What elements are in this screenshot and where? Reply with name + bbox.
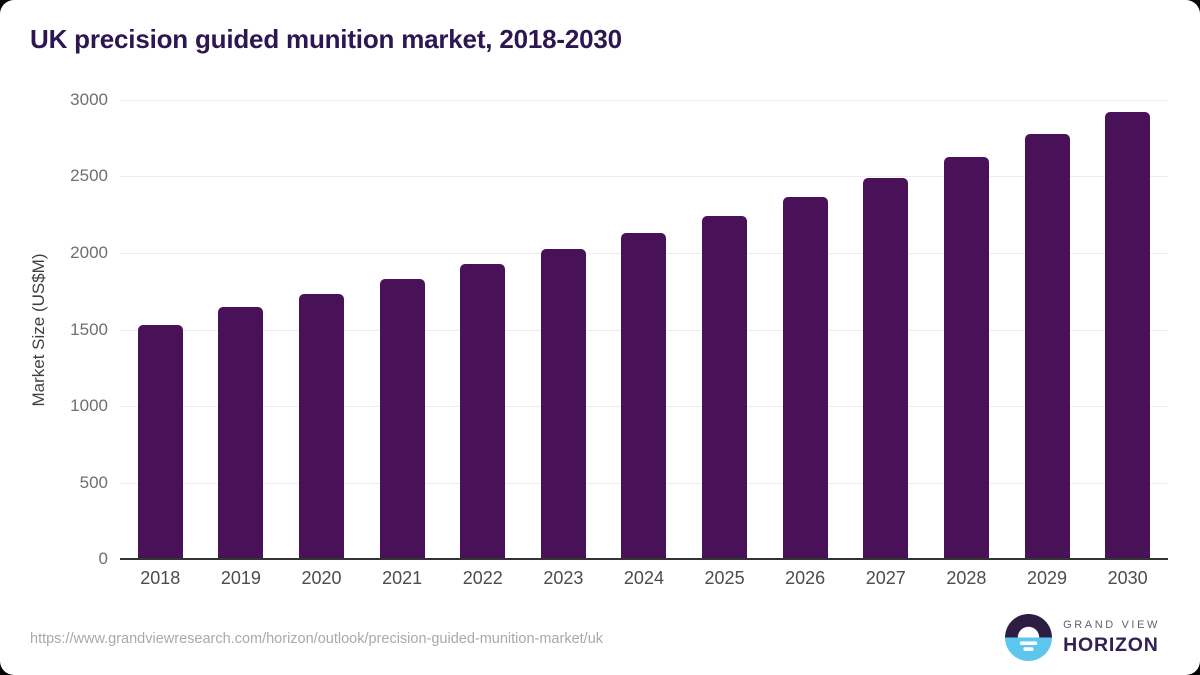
x-tick-label: 2024 (623, 568, 664, 588)
logo-grand-view-text: GRAND VIEW (1063, 618, 1160, 631)
bar-2027[interactable] (863, 178, 909, 559)
y-tick-label: 3000 (70, 90, 108, 109)
x-tick-label: 2020 (301, 568, 342, 588)
x-tick-label: 2025 (704, 568, 745, 588)
y-gridline (120, 100, 1168, 101)
x-tick-label: 2018 (140, 568, 181, 588)
y-tick-label: 500 (79, 472, 108, 492)
bar-2021[interactable] (379, 279, 425, 559)
bar-2028[interactable] (943, 156, 989, 559)
x-tick-label: 2022 (462, 568, 503, 588)
grand-view-horizon-logo: GRAND VIEW HORIZON (1005, 614, 1160, 661)
logo-wordmark: GRAND VIEW HORIZON (1063, 619, 1160, 657)
y-tick-label: 1000 (70, 395, 108, 415)
bar-2020[interactable] (299, 294, 345, 559)
x-tick-label: 2027 (865, 568, 906, 588)
x-axis-line (120, 558, 1168, 560)
chart-title: UK precision guided munition market, 201… (30, 24, 622, 54)
bar-2022[interactable] (460, 263, 506, 559)
source-url: https://www.grandviewresearch.com/horizo… (30, 631, 604, 647)
y-axis-tick-labels: 0 500 1000 1500 2000 2500 3000 (30, 91, 108, 568)
x-tick-label: 2029 (1026, 568, 1068, 588)
bar-2026[interactable] (782, 197, 828, 559)
x-tick-label: 2028 (946, 568, 987, 588)
y-tick-label: 2000 (70, 242, 108, 262)
x-tick-label: 2023 (543, 568, 584, 588)
y-tick-label: 2500 (70, 166, 108, 186)
bar-2030[interactable] (1105, 112, 1151, 559)
plot-area (120, 100, 1168, 560)
bar-2029[interactable] (1024, 134, 1070, 559)
x-tick-label: 2030 (1107, 568, 1148, 588)
x-tick-label: 2026 (785, 568, 826, 588)
y-tick-label: 1500 (70, 319, 108, 339)
bar-2025[interactable] (702, 215, 748, 559)
bar-2018[interactable] (137, 324, 183, 559)
x-axis-tick-labels: 2018 2019 2020 2021 2022 2023 2024 2025 2026 2027… (120, 568, 1168, 589)
bar-series (120, 100, 1168, 559)
bar-2019[interactable] (218, 307, 264, 559)
y-gridline (120, 176, 1168, 178)
bar-2023[interactable] (540, 249, 586, 559)
x-tick-label: 2019 (220, 568, 261, 588)
y-tick-label: 0 (98, 549, 108, 568)
horizon-sunrise-icon (1005, 614, 1053, 661)
bar-2024[interactable] (621, 233, 667, 559)
x-tick-label: 2021 (382, 568, 423, 588)
logo-horizon-text: HORIZON (1063, 633, 1159, 656)
